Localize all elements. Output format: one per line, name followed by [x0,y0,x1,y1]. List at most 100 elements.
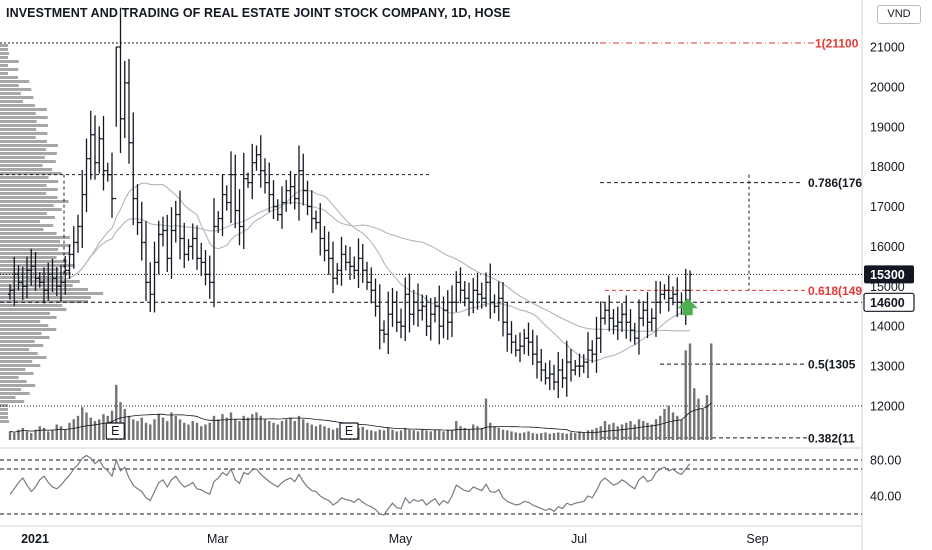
earnings-marker [339,422,359,440]
volume-profile-bar [0,168,53,171]
ohlc-bar [428,297,433,341]
volume-bar [13,433,16,440]
volume-bar [535,433,539,440]
fib-label: 0.618(149 [808,284,862,298]
ohlc-bar [178,190,182,260]
volume-bar [684,350,687,440]
ohlc-bar [20,266,25,301]
volume-bar [212,415,216,440]
volume-profile-bar [0,352,38,355]
volume-bar [64,429,67,440]
earnings-marker-label: E [111,424,119,438]
volume-profile-bar [0,400,25,403]
volume-bar [259,415,262,440]
ohlc-bar [637,299,641,355]
ohlc-bar [386,291,391,355]
ohlc-bar [229,151,233,223]
volume-bar [132,419,135,440]
volume-bar [127,415,131,440]
ohlc-bar [649,308,654,331]
ohlc-bar [326,231,331,275]
volume-bar [586,430,590,440]
time-tick-label: 2021 [21,532,49,546]
volume-bar [174,415,177,440]
volume-bar [438,430,441,440]
volume-profile-bar [0,152,57,155]
volume-bar [642,421,645,440]
volume-bar [149,424,152,440]
volume-bar [115,384,118,440]
volume-profile-bar [0,216,55,219]
ohlc-bar [199,242,204,277]
volume-bar [574,433,577,440]
volume-profile-bar [0,84,19,87]
volume-profile-bar [0,408,8,411]
volume-bar [399,430,403,440]
volume-bar [603,421,607,440]
volume-bar [667,405,670,440]
ohlc-bar [50,258,55,293]
volume-bar [476,426,479,440]
volume-bar [493,426,496,440]
ohlc-bar [671,286,675,306]
ohlc-bar [403,277,408,342]
volume-bar [119,402,122,440]
ohlc-bar [424,295,429,336]
volume-bar [374,431,377,440]
volume-profile-bar [0,44,8,47]
volume-bar [378,429,381,440]
ohlc-bar [547,360,552,391]
ohlc-bar [607,295,612,332]
ohlc-bar [594,316,599,373]
volume-bar [552,433,556,440]
volume-profile-bar [0,148,46,151]
volume-bar [170,412,173,440]
ohlc-bar [569,349,573,382]
currency-button[interactable]: VND [877,5,921,24]
ohlc-bar [513,334,518,357]
volume-profile-bar [0,112,36,115]
ohlc-bar [101,116,106,191]
volume-bar [21,427,24,440]
ohlc-bar [377,284,382,350]
volume-bar [302,419,305,440]
volume-bar [153,419,156,440]
ohlc-bar [658,281,663,314]
volume-profile-bar [0,64,8,67]
earnings-marker [105,422,125,440]
ohlc-bar [246,172,250,188]
volume-profile-bar [0,200,69,203]
volume-bar [518,433,522,440]
volume-profile-bar [0,212,47,215]
volume-bar [280,421,284,440]
volume-bar [136,421,139,440]
volume-bar [484,398,488,440]
volume-bar [17,429,20,440]
ohlc-bar [156,220,161,275]
ohlc-bar [441,296,446,339]
volume-bar [442,431,445,440]
ohlc-bar [152,241,157,313]
ohlc-bar [322,226,327,262]
ohlc-bar [37,272,42,288]
volume-bar [238,421,241,440]
volume-bar [204,424,207,440]
ohlc-bar [233,154,238,229]
volume-profile-bar [0,208,62,211]
volume-bar [361,426,364,440]
volume-profile-bar [0,60,19,63]
ohlc-bar [348,246,352,281]
volume-bar [285,419,288,440]
ohlc-bar [603,302,607,325]
ohlc-bar [552,364,556,391]
ohlc-bar [63,256,68,295]
volume-bar [297,415,301,440]
ohlc-bar [93,115,97,180]
volume-bar [242,415,245,440]
volume-bar [663,408,666,440]
ohlc-bar [620,303,624,333]
ohlc-bar [309,190,314,233]
ohlc-bar [67,244,72,280]
volume-profile-bar [0,124,48,127]
